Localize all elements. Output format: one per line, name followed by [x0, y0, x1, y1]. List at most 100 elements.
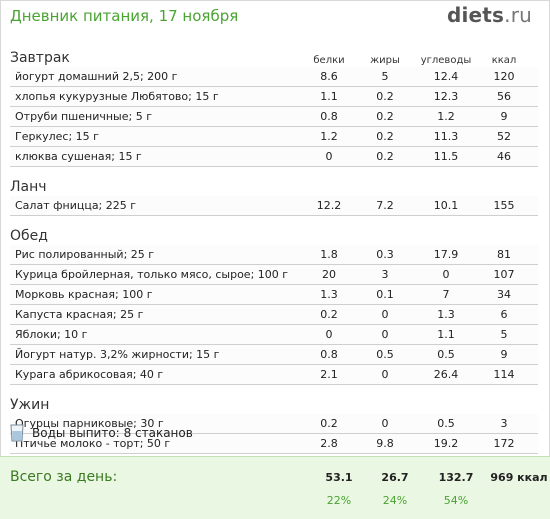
kcal-value: 52: [497, 130, 511, 143]
food-name: Геркулес; 15 г: [15, 130, 99, 143]
total-carbs: 132.7: [438, 471, 474, 484]
carbs-value: 11.5: [433, 150, 459, 163]
table-row[interactable]: клюква сушеная; 15 г 0 0.2 11.5 46: [10, 147, 538, 167]
nutrient-values: 8.6 5 12.4 120: [300, 70, 528, 83]
fat-value: 0: [381, 308, 389, 321]
food-name: Йогурт натур. 3,2% жирности; 15 г: [15, 348, 220, 361]
section-title: Ланч: [10, 179, 47, 195]
carbs-value: 17.9: [433, 248, 459, 261]
table-row[interactable]: йогурт домашний 2,5; 200 г 8.6 5 12.4 120: [10, 67, 538, 87]
nutrient-values: 0.2 0 1.3 6: [300, 308, 528, 321]
site-logo[interactable]: diets.ru: [447, 3, 532, 27]
kcal-value: 120: [493, 70, 515, 83]
water-intake: Воды выпито: 8 стаканов: [10, 424, 193, 442]
nutrient-values: 0.8 0.5 0.5 9: [300, 348, 528, 361]
carbs-percent: 54%: [443, 494, 469, 507]
fat-value: 0.5: [376, 348, 394, 361]
food-name: Курага абрикосовая; 40 г: [15, 368, 164, 381]
column-headers: белки жиры углеводы ккал: [300, 55, 528, 66]
header: Дневник питания, 17 ноября diets.ru: [0, 0, 550, 36]
nutrient-values: 2.1 0 26.4 114: [300, 368, 528, 381]
kcal-value: 114: [493, 368, 515, 381]
food-name: Огурцы парниковые; 30 г: [15, 417, 164, 430]
kcal-value: 81: [497, 248, 511, 261]
table-row[interactable]: Курага абрикосовая; 40 г 2.1 0 26.4 114: [10, 365, 538, 385]
food-name: Яблоки; 10 г: [15, 328, 88, 341]
section-title: Завтрак: [10, 50, 70, 66]
nutrient-values: 0 0.2 11.5 46: [300, 150, 528, 163]
section-header: Ужин: [10, 391, 538, 413]
kcal-value: 155: [493, 199, 515, 212]
protein-value: 1.3: [320, 288, 338, 301]
section-title: Обед: [10, 228, 48, 244]
nutrient-values: 1.8 0.3 17.9 81: [300, 248, 528, 261]
section-title: Ужин: [10, 397, 50, 413]
fat-value: 0: [381, 417, 389, 430]
food-name: йогурт домашний 2,5; 200 г: [15, 70, 178, 83]
nutrient-values: 20 3 0 107: [300, 268, 528, 281]
page-title: Дневник питания, 17 ноября: [10, 7, 239, 25]
nutrient-values: 1.3 0.1 7 34: [300, 288, 528, 301]
food-name: Курица бройлерная, только мясо, сырое; 1…: [15, 268, 289, 281]
section-rows: Рис полированный; 25 г 1.8 0.3 17.9 81 Курица…: [10, 245, 538, 385]
food-name: Морковь красная; 100 г: [15, 288, 153, 301]
kcal-value: 3: [500, 417, 508, 430]
protein-percent: 22%: [326, 494, 352, 507]
carbs-value: 12.4: [433, 70, 459, 83]
table-row[interactable]: хлопья кукурузные Любятово; 15 г 1.1 0.2 12…: [10, 87, 538, 107]
table-row[interactable]: Капуста красная; 25 г 0.2 0 1.3 6: [10, 305, 538, 325]
table-row[interactable]: Отруби пшеничные; 5 г 0.8 0.2 1.2 9: [10, 107, 538, 127]
logo-tld: .ru: [504, 3, 532, 27]
table-row[interactable]: Морковь красная; 100 г 1.3 0.1 7 34: [10, 285, 538, 305]
nutrient-values: 1.2 0.2 11.3 52: [300, 130, 528, 143]
table-row[interactable]: Курица бройлерная, только мясо, сырое; 1…: [10, 265, 538, 285]
fat-value: 9.8: [376, 437, 394, 450]
food-name: Салат фницца; 225 г: [15, 199, 137, 212]
protein-value: 0.8: [320, 348, 338, 361]
protein-value: 1.1: [320, 90, 338, 103]
fat-value: 5: [381, 70, 389, 83]
protein-value: 0: [325, 328, 333, 341]
protein-value: 1.2: [320, 130, 338, 143]
total-protein: 53.1: [325, 471, 353, 484]
section-rows: йогурт домашний 2,5; 200 г 8.6 5 12.4 120 хло…: [10, 67, 538, 167]
table-row[interactable]: Рис полированный; 25 г 1.8 0.3 17.9 81: [10, 245, 538, 265]
kcal-value: 34: [497, 288, 511, 301]
total-fat: 26.7: [381, 471, 409, 484]
column-header-kcal: ккал: [491, 55, 517, 66]
kcal-value: 6: [500, 308, 508, 321]
logo-main: diets: [446, 3, 505, 27]
protein-value: 1.8: [320, 248, 338, 261]
kcal-value: 5: [500, 328, 508, 341]
carbs-value: 12.3: [433, 90, 459, 103]
fat-value: 7.2: [376, 199, 394, 212]
table-row[interactable]: Йогурт натур. 3,2% жирности; 15 г 0.8 0.5 0…: [10, 345, 538, 365]
carbs-value: 0.5: [437, 348, 455, 361]
table-row[interactable]: Яблоки; 10 г 0 0 1.1 5: [10, 325, 538, 345]
table-row[interactable]: Геркулес; 15 г 1.2 0.2 11.3 52: [10, 127, 538, 147]
table-row[interactable]: Салат фницца; 225 г 12.2 7.2 10.1 155: [10, 196, 538, 216]
protein-value: 0.2: [320, 308, 338, 321]
food-name: Рис полированный; 25 г: [15, 248, 155, 261]
nutrient-values: 0 0 1.1 5: [300, 328, 528, 341]
carbs-value: 19.2: [433, 437, 459, 450]
protein-value: 2.1: [320, 368, 338, 381]
protein-value: 12.2: [316, 199, 342, 212]
nutrient-values: 0.8 0.2 1.2 9: [300, 110, 528, 123]
summary-label: Всего за день:: [10, 469, 118, 485]
carbs-value: 1.1: [437, 328, 455, 341]
kcal-value: 9: [500, 348, 508, 361]
fat-percent: 24%: [382, 494, 408, 507]
fat-value: 3: [381, 268, 389, 281]
table-row[interactable]: Огурцы парниковые; 30 г 0.2 0 0.5 3: [10, 414, 538, 434]
water-value: 8 стаканов: [123, 426, 193, 440]
nutrient-values: 0.2 0 0.5 3: [300, 417, 528, 430]
table-row[interactable]: Птичье молоко - торт; 50 г 2.8 9.8 19.2 172: [10, 434, 538, 454]
protein-value: 8.6: [320, 70, 338, 83]
nutrient-values: 1.1 0.2 12.3 56: [300, 90, 528, 103]
total-kcal: 969 ккал: [490, 471, 548, 484]
carbs-value: 11.3: [433, 130, 459, 143]
fat-value: 0.3: [376, 248, 394, 261]
food-name: Отруби пшеничные; 5 г: [15, 110, 152, 123]
diary-table: Завтрак белки жиры углеводы ккал йогурт домаш…: [10, 44, 538, 460]
